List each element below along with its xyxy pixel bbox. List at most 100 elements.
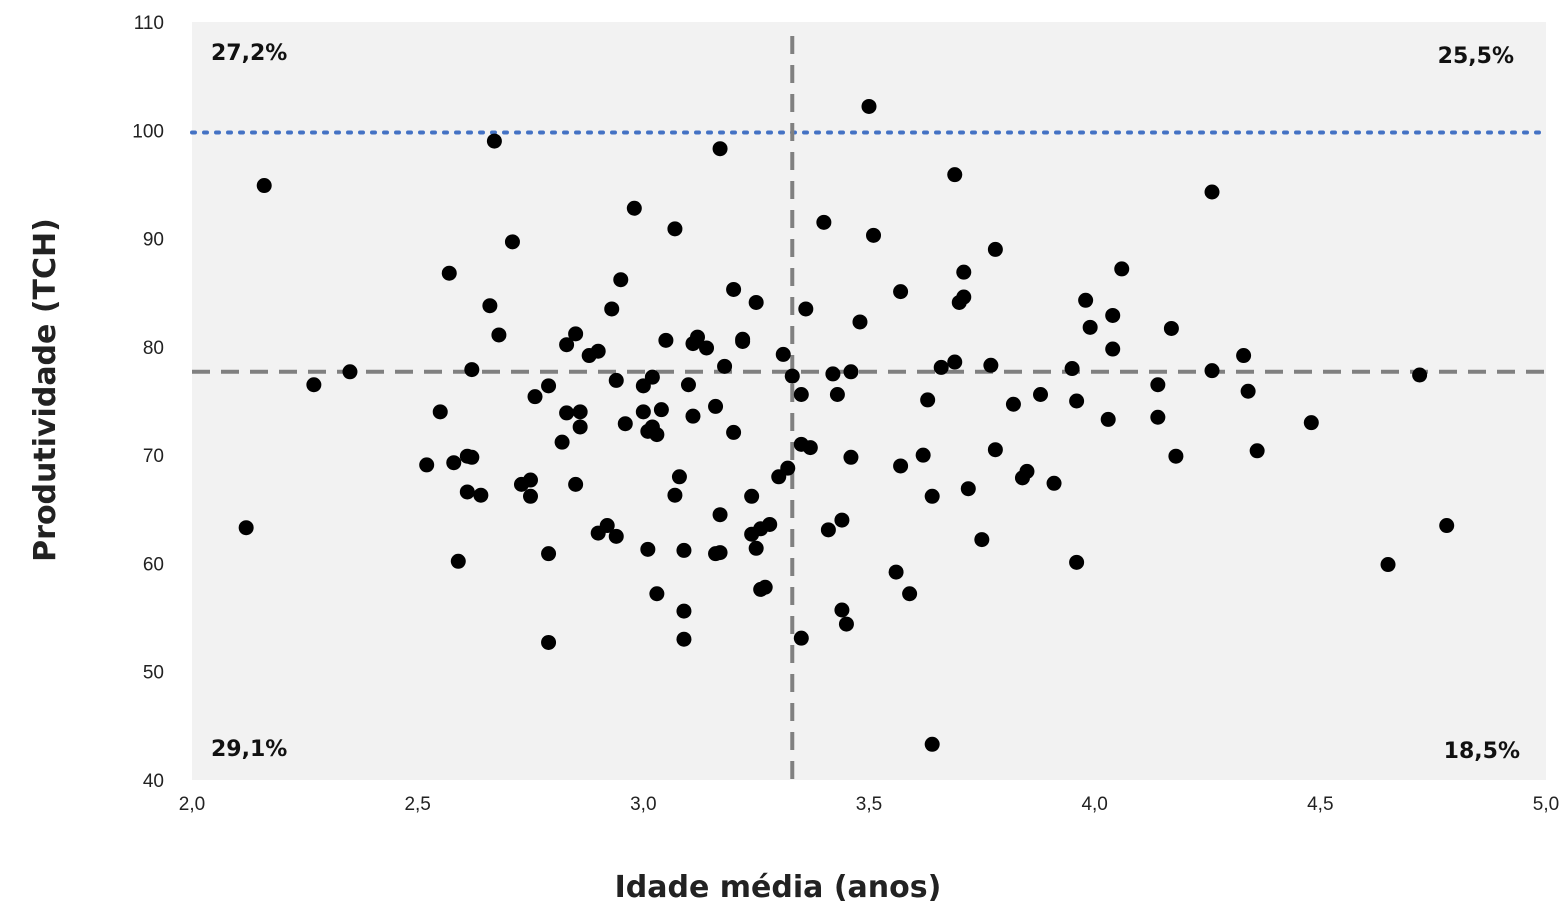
data-point [667, 221, 683, 237]
y-tick-label: 110 [134, 13, 164, 34]
data-point [685, 408, 701, 424]
data-point [486, 133, 502, 149]
data-point [572, 419, 588, 435]
data-point [933, 359, 949, 375]
y-tick-label: 40 [143, 771, 164, 792]
data-point [1069, 393, 1085, 409]
y-tick-label: 90 [143, 230, 164, 251]
data-point [987, 442, 1003, 458]
data-point [653, 402, 669, 418]
data-point [820, 522, 836, 538]
data-point [1150, 377, 1166, 393]
data-point [893, 284, 909, 300]
x-tick-label: 3,0 [630, 794, 656, 815]
y-tick-label: 80 [143, 338, 164, 359]
data-point [1069, 554, 1085, 570]
data-point [342, 364, 358, 380]
data-point [599, 518, 615, 534]
data-point [816, 214, 832, 230]
data-point [419, 457, 435, 473]
data-point [866, 227, 882, 243]
data-point [838, 616, 854, 632]
data-point [974, 532, 990, 548]
data-point [762, 516, 778, 532]
data-point [459, 484, 475, 500]
x-tick-label: 4,5 [1307, 794, 1333, 815]
y-tick-label: 100 [132, 121, 164, 142]
data-point [726, 424, 742, 440]
data-point [825, 366, 841, 382]
x-tick-label: 4,0 [1081, 794, 1107, 815]
data-point [680, 377, 696, 393]
data-point [834, 602, 850, 618]
data-point [802, 440, 818, 456]
y-tick-label: 70 [143, 446, 164, 467]
data-point [617, 416, 633, 432]
data-point [504, 234, 520, 250]
data-point [432, 404, 448, 420]
data-point [541, 378, 557, 394]
data-point [1064, 361, 1080, 377]
data-point [676, 603, 692, 619]
data-point [658, 332, 674, 348]
data-point [441, 265, 457, 281]
data-point [947, 354, 963, 370]
data-point [450, 553, 466, 569]
data-point [568, 476, 584, 492]
data-point [726, 281, 742, 297]
data-point [446, 455, 462, 471]
data-point [829, 387, 845, 403]
data-point [757, 579, 773, 595]
data-point [482, 298, 498, 314]
data-point [559, 337, 575, 353]
x-tick-label: 2,5 [404, 794, 430, 815]
x-tick-label: 5,0 [1533, 794, 1559, 815]
data-point [924, 488, 940, 504]
data-point [1005, 396, 1021, 412]
data-point [983, 357, 999, 373]
data-point [523, 488, 538, 504]
data-point [748, 294, 764, 310]
data-point [1114, 261, 1130, 277]
data-point [888, 564, 904, 580]
data-point [568, 326, 584, 342]
data-point [604, 301, 620, 317]
data-point [1163, 320, 1179, 336]
x-axis-tick-labels: 2,0 2,5 3,0 3,5 4,0 4,5 5,0 [179, 794, 1559, 815]
data-point [649, 586, 665, 602]
data-point [843, 364, 859, 380]
data-point [626, 200, 642, 216]
y-axis-title: Produtividade (TCH) [28, 218, 63, 562]
data-point [852, 314, 868, 330]
data-point [924, 736, 940, 752]
data-point [798, 301, 814, 317]
data-point [748, 540, 764, 556]
data-point [735, 331, 751, 347]
y-tick-label: 50 [143, 663, 164, 684]
data-point [1078, 292, 1094, 308]
data-point [960, 481, 976, 497]
data-point [608, 372, 624, 388]
data-point [541, 546, 557, 562]
quadrant-label-top-right: 25,5% [1438, 44, 1514, 69]
data-point [1168, 448, 1184, 464]
data-point [1204, 184, 1220, 200]
reference-lines [190, 36, 1548, 780]
data-point [1236, 348, 1252, 364]
data-point [712, 141, 728, 157]
data-point [793, 387, 809, 403]
data-point [987, 241, 1003, 257]
data-point [640, 541, 656, 557]
data-point [834, 512, 850, 528]
data-point [559, 405, 575, 421]
data-point [667, 487, 683, 503]
data-point [1100, 411, 1116, 427]
data-point [1204, 363, 1220, 379]
data-point [780, 460, 796, 476]
data-point [956, 264, 972, 280]
data-point [644, 369, 660, 385]
quadrant-label-bottom-left: 29,1% [211, 737, 287, 762]
data-point [699, 340, 715, 356]
data-point [902, 586, 918, 602]
